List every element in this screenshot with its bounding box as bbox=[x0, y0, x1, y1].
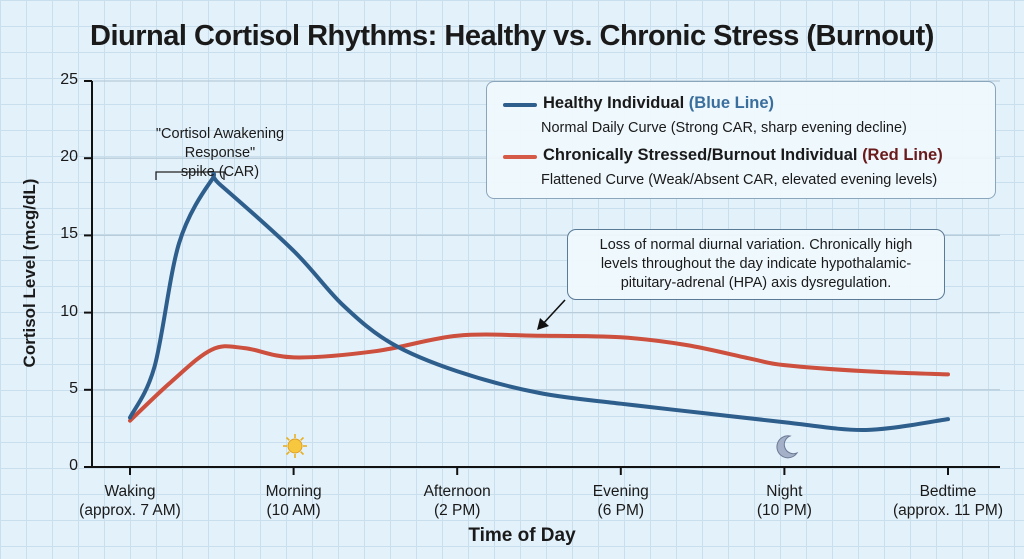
x-tick-label: Night (10 PM) bbox=[709, 482, 859, 520]
hpa-callout: Loss of normal diurnal variation. Chroni… bbox=[567, 229, 945, 300]
legend-label-stressed: Chronically Stressed/Burnout Individual bbox=[543, 146, 858, 164]
x-tick-label-time: (10 AM) bbox=[266, 502, 321, 519]
callout-line3: pituitary-adrenal (HPA) axis dysregulati… bbox=[620, 275, 892, 291]
x-tick-label-name: Afternoon bbox=[423, 483, 491, 500]
x-tick-label-name: Morning bbox=[265, 483, 322, 500]
x-tick-label-time: (approx. 11 PM) bbox=[893, 502, 1003, 519]
car-annotation-line1: "Cortisol Awakening Response" bbox=[155, 126, 285, 161]
x-tick-label-name: Night bbox=[766, 483, 803, 500]
y-tick-label: 5 bbox=[69, 379, 78, 397]
callout-line2: levels throughout the day indicate hypot… bbox=[600, 256, 912, 272]
x-tick-label: Afternoon (2 PM) bbox=[382, 482, 532, 520]
x-tick-label-time: (approx. 7 AM) bbox=[79, 502, 181, 519]
x-tick-marks bbox=[129, 467, 949, 475]
chart-title: Diurnal Cortisol Rhythms: Healthy vs. Ch… bbox=[90, 20, 934, 52]
x-tick-label: Morning (10 AM) bbox=[219, 482, 369, 520]
x-tick-label-time: (6 PM) bbox=[597, 502, 645, 519]
y-tick-label: 25 bbox=[60, 71, 78, 88]
callout-arrow bbox=[540, 299, 566, 327]
x-axis-label: Time of Day bbox=[468, 525, 576, 546]
y-axis-label: Cortisol Level (mcg/dL) bbox=[20, 178, 39, 368]
legend-swatch-stressed bbox=[503, 155, 537, 159]
x-tick-label-time: (10 PM) bbox=[756, 502, 812, 519]
y-tick-label: 10 bbox=[60, 302, 78, 320]
y-tick-label: 20 bbox=[60, 148, 78, 166]
legend-swatch-healthy bbox=[503, 103, 537, 107]
x-tick-label: Waking (approx. 7 AM) bbox=[55, 482, 205, 520]
series-line-stressed bbox=[128, 332, 950, 423]
y-tick-label: 0 bbox=[69, 457, 78, 474]
x-tick-label-name: Bedtime bbox=[919, 483, 977, 500]
x-tick-label: Evening (6 PM) bbox=[546, 482, 696, 520]
callout-line1: Loss of normal diurnal variation. Chroni… bbox=[599, 237, 913, 253]
x-tick-label-time: (2 PM) bbox=[433, 502, 481, 519]
x-tick-label-name: Waking bbox=[104, 483, 156, 500]
legend-suffix-stressed: (Red Line) bbox=[862, 146, 943, 164]
x-tick-label: Bedtime (approx. 11 PM) bbox=[873, 482, 1023, 520]
car-annotation-line2: spike (CAR) bbox=[180, 164, 260, 180]
legend-suffix-healthy: (Blue Line) bbox=[688, 94, 775, 112]
callout-arrowhead bbox=[537, 318, 549, 330]
y-tick-marks bbox=[84, 80, 92, 468]
moon-icon bbox=[776, 435, 799, 459]
car-bracket bbox=[155, 171, 225, 180]
series-line-healthy bbox=[128, 171, 950, 432]
y-tick-label: 15 bbox=[60, 225, 78, 243]
car-annotation: "Cortisol Awakening Response" spike (CAR… bbox=[120, 125, 320, 182]
legend-desc-stressed: Flattened Curve (Weak/Absent CAR, elevat… bbox=[541, 172, 938, 188]
legend-desc-healthy: Normal Daily Curve (Strong CAR, sharp ev… bbox=[541, 120, 907, 136]
legend: Healthy Individual (Blue Line) Normal Da… bbox=[486, 81, 996, 199]
sun-icon bbox=[283, 434, 307, 458]
x-tick-label-name: Evening bbox=[592, 483, 649, 500]
legend-label-healthy: Healthy Individual bbox=[543, 94, 685, 112]
